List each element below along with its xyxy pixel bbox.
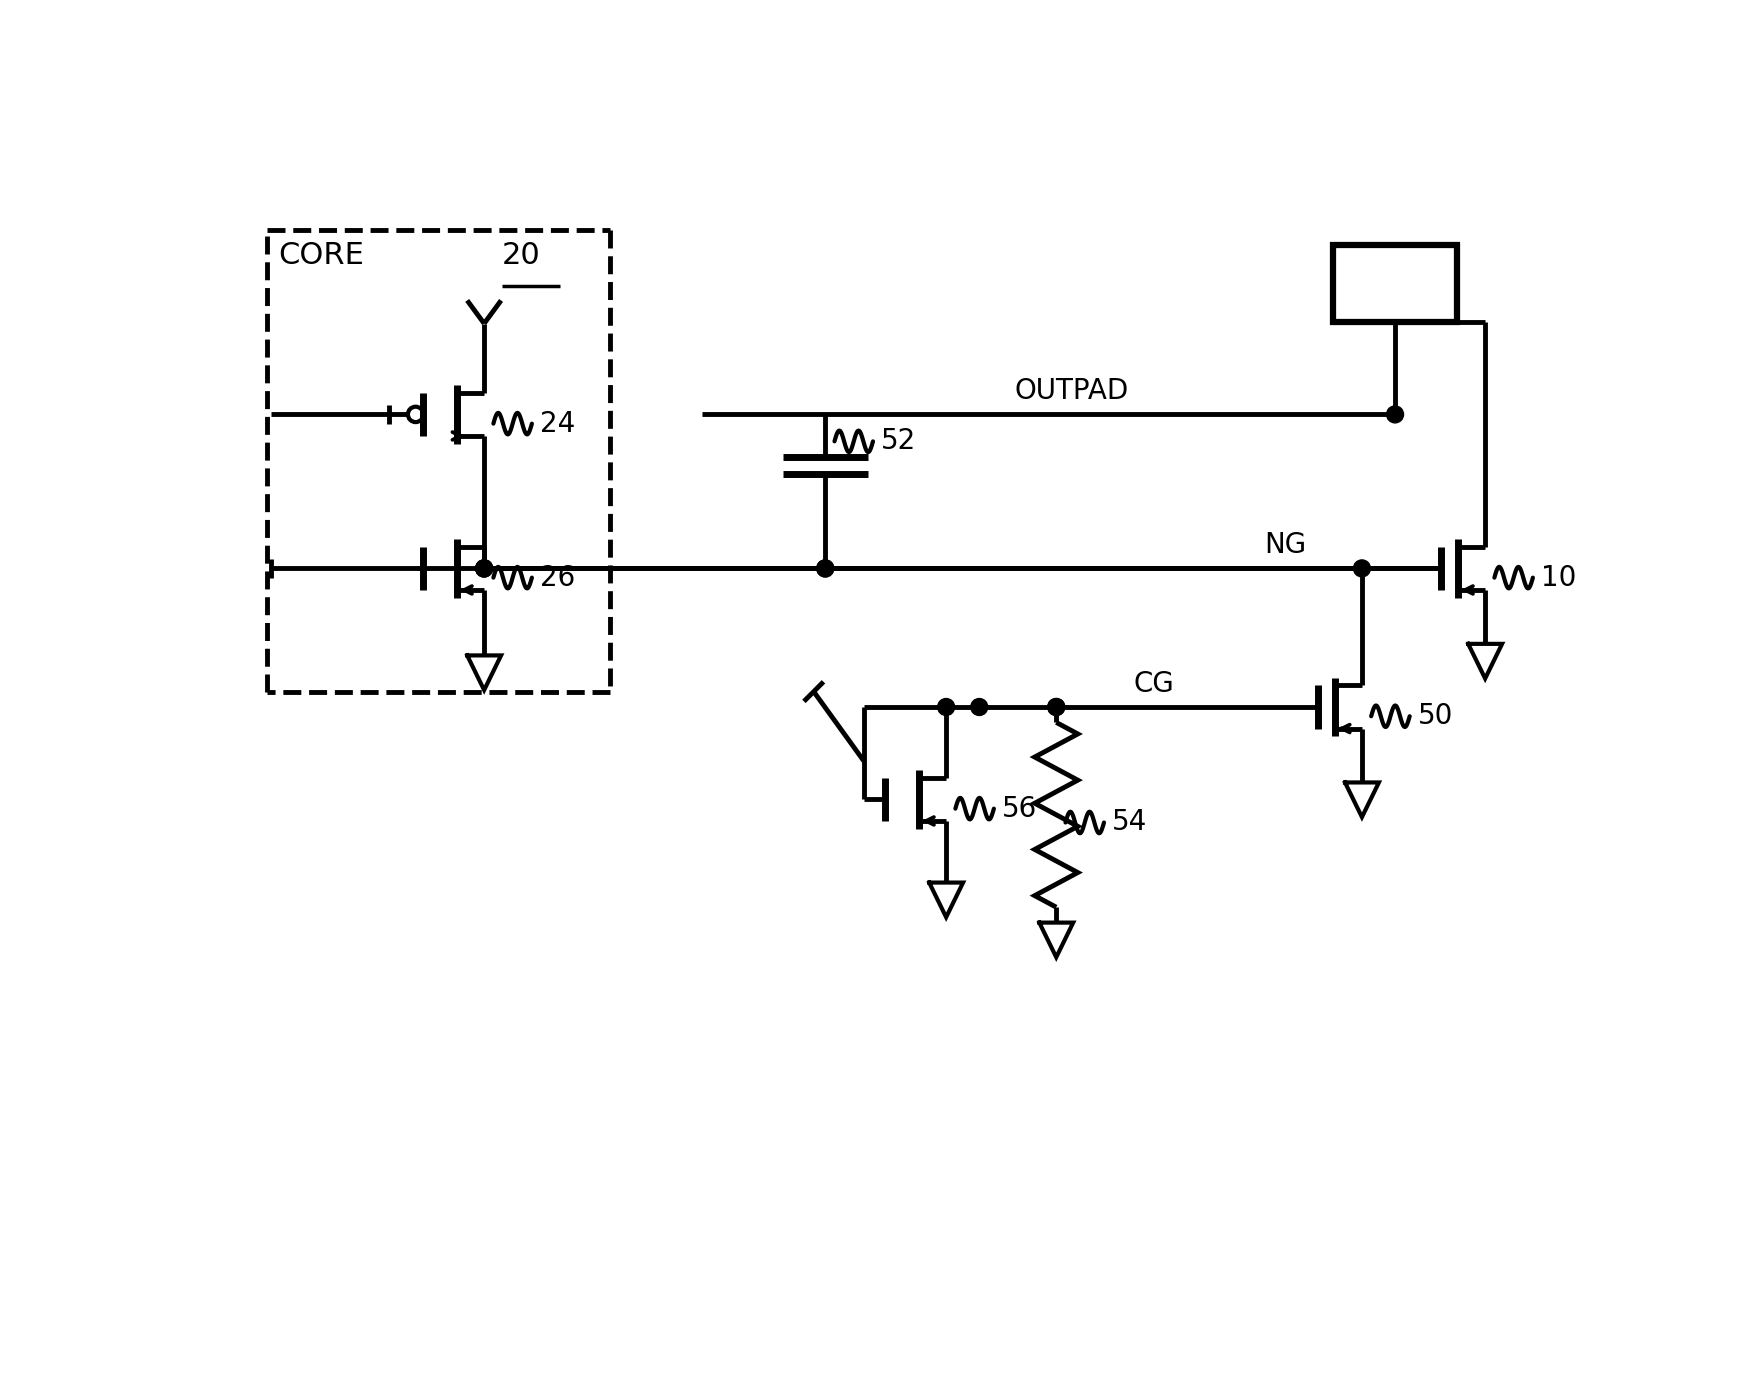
Text: 56: 56 bbox=[1001, 795, 1036, 823]
Text: 54: 54 bbox=[1112, 809, 1147, 836]
Circle shape bbox=[476, 560, 493, 577]
Circle shape bbox=[818, 560, 833, 577]
Circle shape bbox=[971, 699, 988, 715]
Circle shape bbox=[476, 560, 493, 577]
Circle shape bbox=[937, 699, 955, 715]
Text: CORE: CORE bbox=[278, 241, 365, 270]
Text: 20: 20 bbox=[502, 241, 541, 270]
Text: 50: 50 bbox=[1417, 703, 1452, 731]
Circle shape bbox=[1353, 560, 1371, 577]
Circle shape bbox=[476, 560, 493, 577]
Text: PAD: PAD bbox=[1366, 269, 1425, 298]
Circle shape bbox=[1048, 699, 1064, 715]
Text: 26: 26 bbox=[539, 564, 574, 592]
Circle shape bbox=[818, 560, 833, 577]
Text: OUTPAD: OUTPAD bbox=[1015, 377, 1129, 405]
Text: 52: 52 bbox=[881, 427, 916, 455]
Text: CG: CG bbox=[1133, 669, 1173, 697]
Text: 10: 10 bbox=[1540, 564, 1575, 592]
Circle shape bbox=[1048, 699, 1064, 715]
Circle shape bbox=[1387, 406, 1404, 423]
Bar bbox=[1334, 245, 1457, 322]
Text: 24: 24 bbox=[539, 410, 574, 438]
Text: NG: NG bbox=[1263, 531, 1306, 559]
